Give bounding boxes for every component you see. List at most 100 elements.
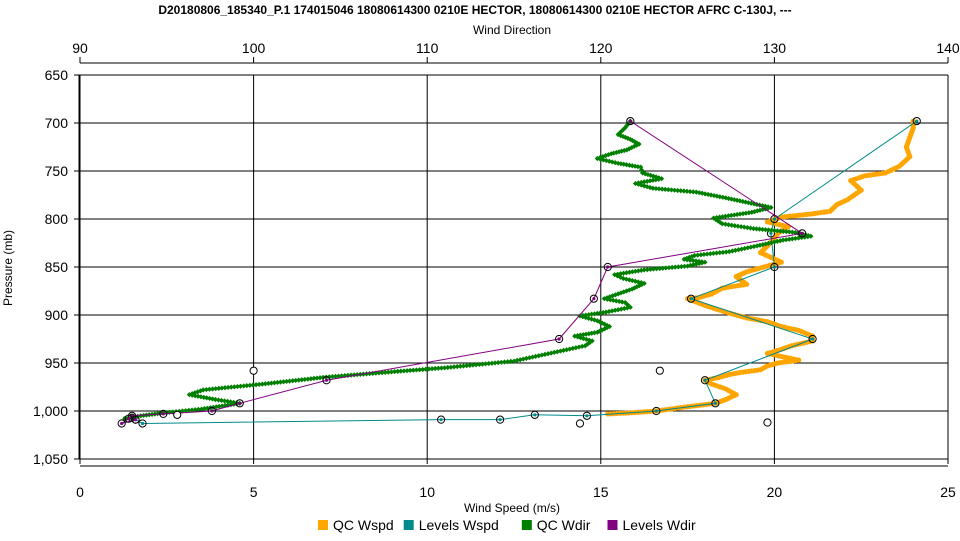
- data-point: [663, 265, 669, 271]
- data-point: [213, 386, 219, 392]
- data-point: [489, 360, 495, 366]
- data-point: [756, 226, 763, 232]
- data-point: [717, 194, 723, 200]
- data-point: [429, 366, 435, 372]
- data-point: [492, 360, 498, 366]
- data-point: [684, 188, 690, 194]
- data-point: [539, 352, 545, 358]
- data-point: [423, 366, 429, 372]
- data-point: [631, 285, 638, 291]
- data-point: [594, 329, 600, 335]
- data-point: [610, 297, 616, 303]
- data-point: [138, 419, 147, 428]
- data-point: [302, 376, 308, 383]
- data-point: [224, 398, 231, 404]
- data-point: [613, 149, 620, 156]
- data-point: [407, 367, 413, 374]
- data-point-center: [915, 119, 919, 123]
- legend-item: QC Wspd: [318, 517, 394, 533]
- data-point: [735, 223, 741, 229]
- y-tick-label: 650: [45, 67, 69, 83]
- data-point-center: [713, 401, 717, 405]
- data-point: [732, 223, 738, 229]
- legend-item: QC Wdir: [521, 517, 591, 533]
- data-point: [771, 239, 777, 245]
- data-point-center: [533, 413, 537, 417]
- data-point: [737, 198, 743, 204]
- data-point: [391, 369, 398, 375]
- data-point: [195, 389, 201, 395]
- y-tick-label: 900: [45, 307, 69, 323]
- data-point-center: [592, 297, 596, 301]
- data-point: [619, 128, 625, 134]
- data-point: [757, 242, 763, 248]
- data-point: [701, 251, 707, 258]
- data-point: [615, 160, 621, 166]
- data-point-center: [689, 297, 693, 301]
- data-point: [631, 143, 637, 150]
- data-point: [197, 388, 204, 394]
- data-point-center: [800, 231, 804, 235]
- data-point: [268, 380, 274, 386]
- data-point: [206, 386, 213, 392]
- data-point: [586, 312, 592, 318]
- data-point: [777, 228, 783, 234]
- data-point: [138, 413, 144, 419]
- data-point: [786, 236, 792, 242]
- data-point: [614, 273, 621, 279]
- data-point: [580, 332, 586, 338]
- data-point: [699, 190, 705, 196]
- data-point-center: [772, 265, 777, 269]
- data-point: [448, 364, 454, 370]
- data-point: [617, 271, 624, 277]
- data-point: [554, 349, 560, 355]
- top-tick-label: 140: [936, 40, 960, 56]
- data-point: [763, 418, 772, 427]
- data-point-center: [120, 421, 124, 426]
- data-point: [591, 317, 598, 323]
- x-tick-label: 20: [767, 484, 783, 500]
- data-point: [555, 334, 564, 344]
- data-point: [207, 406, 217, 416]
- data-point: [588, 311, 595, 317]
- data-point: [426, 366, 432, 372]
- data-point: [616, 298, 622, 305]
- data-point: [636, 283, 642, 289]
- data-point: [454, 363, 460, 370]
- data-point: [607, 294, 613, 300]
- data-point: [586, 315, 592, 321]
- data-point: [641, 267, 647, 273]
- data-point: [690, 189, 696, 195]
- data-point-center: [772, 217, 777, 221]
- data-point: [792, 235, 799, 242]
- data-point-center: [161, 412, 165, 416]
- data-point: [305, 376, 311, 382]
- x-tick-label: 0: [76, 484, 84, 500]
- data-point: [715, 218, 721, 224]
- data-point: [623, 276, 629, 282]
- data-point: [624, 147, 630, 153]
- data-point: [668, 187, 675, 193]
- data-point: [607, 297, 613, 303]
- data-point: [542, 351, 548, 358]
- data-point: [700, 376, 710, 385]
- top-tick-label: 110: [416, 40, 439, 56]
- data-point: [789, 236, 795, 242]
- data-point: [198, 406, 205, 412]
- data-point: [280, 379, 287, 385]
- data-point: [231, 384, 237, 390]
- y-tick-label: 750: [45, 163, 69, 179]
- data-point: [195, 393, 201, 399]
- data-point: [235, 399, 244, 408]
- data-point: [589, 330, 595, 336]
- data-point: [582, 411, 592, 420]
- data-point: [600, 309, 606, 316]
- data-point: [599, 320, 605, 326]
- data-point: [741, 224, 747, 230]
- data-point: [326, 374, 332, 380]
- legend-item: Levels Wspd: [403, 517, 499, 533]
- data-point: [765, 227, 772, 233]
- data-point: [805, 234, 811, 240]
- data-point: [616, 149, 622, 155]
- data-point: [710, 250, 717, 256]
